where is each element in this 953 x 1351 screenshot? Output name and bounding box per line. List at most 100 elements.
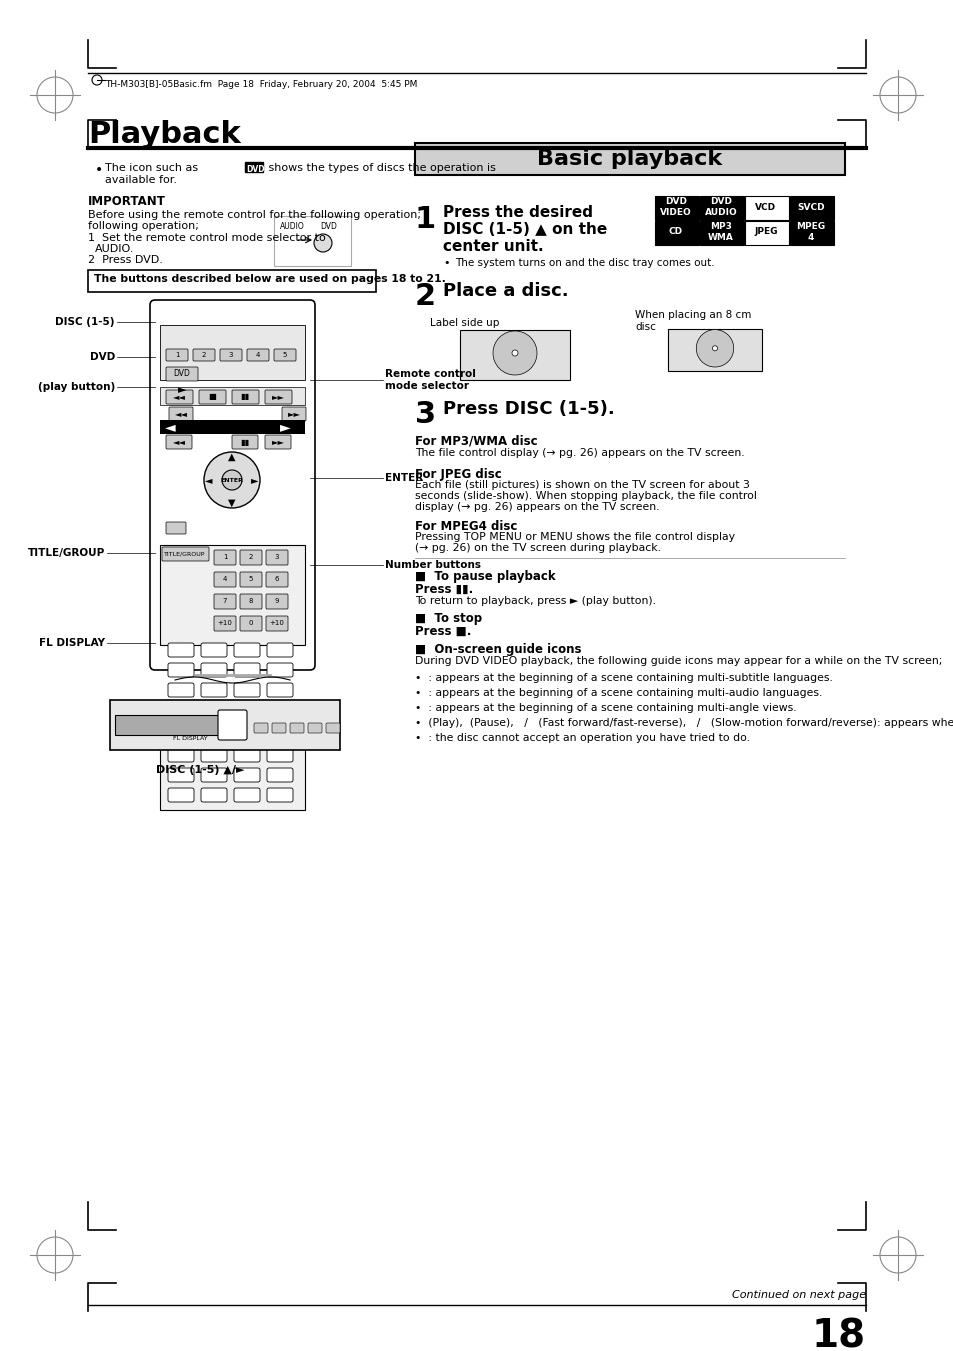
FancyBboxPatch shape [667,328,760,372]
Text: 0: 0 [249,620,253,626]
FancyBboxPatch shape [326,723,339,734]
FancyBboxPatch shape [233,767,260,782]
FancyBboxPatch shape [201,788,227,802]
Text: Remote control
mode selector: Remote control mode selector [385,369,476,390]
Text: DVD: DVD [90,353,115,362]
FancyBboxPatch shape [160,386,305,405]
Text: ◄: ◄ [165,420,175,434]
Text: •  : the disc cannot accept an operation you have tried to do.: • : the disc cannot accept an operation … [415,734,749,743]
FancyBboxPatch shape [233,663,260,677]
Text: display (→ pg. 26) appears on the TV screen.: display (→ pg. 26) appears on the TV scr… [415,503,659,512]
FancyBboxPatch shape [267,748,293,762]
Text: ■  To stop: ■ To stop [415,612,481,626]
FancyBboxPatch shape [166,349,188,361]
Text: ■: ■ [208,393,215,401]
Circle shape [222,470,242,490]
Text: Number buttons: Number buttons [385,561,480,570]
FancyBboxPatch shape [308,723,322,734]
FancyBboxPatch shape [240,594,262,609]
FancyBboxPatch shape [218,711,247,740]
FancyBboxPatch shape [655,196,699,220]
Text: Basic playback: Basic playback [537,149,721,169]
Text: 4: 4 [223,576,227,582]
Text: +10: +10 [217,620,233,626]
Text: AUDIO.: AUDIO. [95,245,134,254]
FancyBboxPatch shape [220,349,242,361]
FancyBboxPatch shape [233,703,260,717]
Text: ◄: ◄ [205,476,213,485]
FancyBboxPatch shape [213,550,235,565]
Text: ►: ► [251,476,258,485]
FancyBboxPatch shape [213,594,235,609]
FancyBboxPatch shape [201,643,227,657]
Text: Label side up: Label side up [430,317,498,328]
Text: ENTER: ENTER [385,473,423,484]
FancyBboxPatch shape [267,663,293,677]
FancyBboxPatch shape [253,723,268,734]
FancyBboxPatch shape [240,550,262,565]
Text: 3: 3 [229,353,233,358]
Text: DISC (1-5): DISC (1-5) [55,317,115,327]
Text: DVD
AUDIO: DVD AUDIO [704,197,737,216]
Wedge shape [696,330,733,367]
FancyBboxPatch shape [267,703,293,717]
Text: Press the desired: Press the desired [442,205,593,220]
FancyBboxPatch shape [168,788,193,802]
Text: 3: 3 [415,400,436,430]
Text: 3: 3 [274,554,279,561]
Text: ►►: ►► [287,409,300,419]
Text: 1: 1 [415,205,436,234]
Text: ▼: ▼ [228,499,235,508]
FancyBboxPatch shape [266,616,288,631]
Text: ENTER: ENTER [220,477,243,482]
Text: The buttons described below are used on pages 18 to 21.: The buttons described below are used on … [94,274,445,284]
FancyBboxPatch shape [110,700,339,750]
FancyBboxPatch shape [274,216,351,266]
Text: Press ▮▮.: Press ▮▮. [415,584,473,596]
FancyBboxPatch shape [290,723,304,734]
FancyBboxPatch shape [201,748,227,762]
Text: +10: +10 [270,620,284,626]
FancyBboxPatch shape [201,663,227,677]
Text: For MP3/WMA disc: For MP3/WMA disc [415,435,537,449]
Text: DVD
VIDEO: DVD VIDEO [659,197,691,216]
Text: seconds (slide-show). When stopping playback, the file control: seconds (slide-show). When stopping play… [415,490,756,501]
FancyBboxPatch shape [233,643,260,657]
FancyBboxPatch shape [168,684,193,697]
Text: ◄◄: ◄◄ [172,438,185,446]
Text: MPEG
4: MPEG 4 [796,223,824,242]
Text: Press ■.: Press ■. [415,626,471,638]
Text: FL DISPLAY: FL DISPLAY [39,638,105,648]
FancyBboxPatch shape [201,684,227,697]
Text: 9: 9 [274,598,279,604]
FancyBboxPatch shape [655,222,699,245]
Text: •  : appears at the beginning of a scene containing multi-audio languages.: • : appears at the beginning of a scene … [415,688,821,698]
Wedge shape [493,331,537,376]
FancyBboxPatch shape [245,162,263,172]
FancyBboxPatch shape [266,550,288,565]
Text: Press DISC (1-5).: Press DISC (1-5). [442,400,614,417]
Text: center unit.: center unit. [442,239,543,254]
Text: ►►: ►► [272,438,284,446]
FancyBboxPatch shape [744,196,788,220]
Text: SVCD: SVCD [797,203,824,212]
Text: ▲: ▲ [228,453,235,462]
FancyBboxPatch shape [201,703,227,717]
FancyBboxPatch shape [266,594,288,609]
Text: For MPEG4 disc: For MPEG4 disc [415,520,517,534]
Text: available for.: available for. [105,176,177,185]
FancyBboxPatch shape [789,222,833,245]
Text: 2: 2 [249,554,253,561]
Text: ►►: ►► [272,393,284,401]
Text: ◄◄: ◄◄ [174,409,188,419]
FancyBboxPatch shape [88,270,375,292]
FancyBboxPatch shape [267,684,293,697]
Text: Place a disc.: Place a disc. [442,282,568,300]
FancyBboxPatch shape [247,349,269,361]
FancyBboxPatch shape [265,435,291,449]
Text: The icon such as: The icon such as [105,163,201,173]
Text: ►: ► [279,420,290,434]
FancyBboxPatch shape [160,730,305,811]
FancyBboxPatch shape [168,703,193,717]
Text: DVD: DVD [319,222,336,231]
